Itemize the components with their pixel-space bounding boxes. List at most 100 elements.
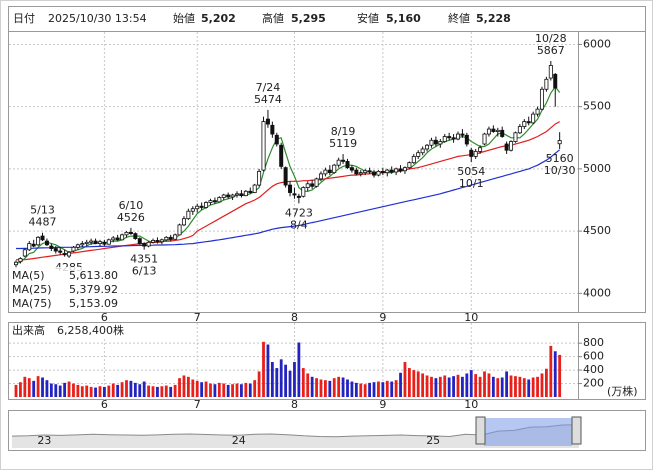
navigator-label: 25 bbox=[426, 434, 440, 447]
candle-body bbox=[93, 240, 98, 244]
candle-body bbox=[195, 205, 200, 210]
volume-bar bbox=[390, 381, 394, 397]
candle-body bbox=[288, 184, 293, 193]
volume-tick-label: 400 bbox=[583, 363, 604, 376]
candle-body bbox=[464, 134, 469, 145]
volume-bar bbox=[522, 378, 526, 397]
volume-bar bbox=[182, 375, 186, 397]
volume-bar bbox=[63, 382, 67, 397]
volume-bar bbox=[505, 371, 509, 397]
x-tick-label: 8 bbox=[291, 311, 298, 324]
candle-body bbox=[531, 113, 536, 124]
volume-tick-label: 200 bbox=[583, 377, 604, 390]
candle-body bbox=[221, 194, 226, 198]
quote-value: 2025/10/30 13:54 bbox=[48, 12, 147, 25]
volume-bar bbox=[222, 383, 226, 397]
navigator-handle[interactable] bbox=[571, 416, 582, 445]
volume-bar bbox=[45, 380, 49, 397]
candle-body bbox=[380, 170, 385, 174]
volume-bar bbox=[262, 341, 265, 397]
volume-bar bbox=[257, 371, 261, 397]
candle-body bbox=[164, 236, 169, 241]
annotation-value: 5474 bbox=[254, 93, 282, 106]
candle-body bbox=[44, 240, 49, 246]
annotation-date: 8/4 bbox=[290, 218, 308, 231]
ma-layer bbox=[15, 85, 561, 265]
candle-body bbox=[486, 128, 491, 135]
candle-body bbox=[13, 261, 18, 266]
candle-body bbox=[239, 193, 244, 197]
volume-bar bbox=[403, 362, 407, 397]
candle-body bbox=[115, 237, 120, 241]
volume-bar bbox=[478, 376, 482, 397]
candle-body bbox=[292, 193, 297, 196]
annotation-date: 10/1 bbox=[459, 177, 484, 190]
navigator-selection bbox=[484, 418, 572, 446]
volume-bar bbox=[270, 362, 274, 397]
candle-body bbox=[447, 136, 452, 139]
volume-bar bbox=[49, 383, 53, 397]
volume-bar bbox=[443, 375, 447, 397]
volume-bar bbox=[452, 376, 455, 397]
candle-body bbox=[482, 133, 487, 145]
candle-body bbox=[451, 137, 456, 140]
candle-body bbox=[513, 132, 518, 142]
volume-bar bbox=[487, 373, 491, 397]
volume-bar bbox=[248, 383, 252, 397]
volume-bar bbox=[315, 378, 318, 397]
navigator-label: 24 bbox=[232, 434, 246, 447]
candle-body bbox=[137, 238, 142, 244]
annotation-value: 4487 bbox=[29, 216, 57, 229]
candle-body bbox=[495, 129, 500, 132]
volume-title-box bbox=[9, 323, 131, 337]
annotation-date: 6/10 bbox=[119, 199, 144, 212]
volume-bar bbox=[142, 381, 146, 397]
volume-bar bbox=[67, 381, 71, 397]
candle-body bbox=[509, 141, 514, 151]
y-tick-label: 4000 bbox=[583, 286, 611, 299]
quote-value: 5,202 bbox=[201, 12, 236, 25]
candle-body bbox=[204, 202, 209, 208]
volume-bar bbox=[394, 380, 398, 397]
candle-body bbox=[111, 237, 116, 241]
navigator-handle[interactable] bbox=[475, 416, 486, 445]
volume-bar bbox=[359, 383, 363, 397]
volume-bar bbox=[217, 382, 221, 397]
volume-bar bbox=[332, 378, 336, 397]
candle-body bbox=[522, 121, 527, 127]
candle-body bbox=[433, 139, 438, 145]
annotation-date: 7/24 bbox=[256, 81, 281, 94]
volume-bar bbox=[549, 345, 553, 397]
volume-bar bbox=[125, 380, 128, 397]
candle-body bbox=[22, 249, 27, 257]
candle-body bbox=[58, 250, 63, 253]
navigator-area bbox=[12, 424, 579, 448]
candle-body bbox=[75, 244, 80, 248]
volume-bar bbox=[164, 385, 168, 397]
candle-body bbox=[318, 173, 323, 180]
volume-bar bbox=[310, 376, 314, 397]
legend-box bbox=[9, 267, 121, 311]
y-tick-label: 6000 bbox=[583, 37, 611, 50]
volume-bar bbox=[169, 386, 173, 397]
candle-body bbox=[385, 169, 390, 174]
annotation-date: 10/30 bbox=[544, 164, 576, 177]
volume-bar bbox=[14, 384, 18, 397]
x-tick-label: 6 bbox=[101, 311, 108, 324]
ma-line bbox=[16, 121, 560, 261]
volume-bar bbox=[111, 383, 115, 397]
candle-body bbox=[310, 183, 315, 187]
y-tick-label: 4500 bbox=[583, 224, 611, 237]
candle-body bbox=[535, 108, 540, 115]
volume-bar bbox=[430, 376, 433, 397]
volume-bar bbox=[279, 359, 283, 397]
x-tick-label: 7 bbox=[194, 311, 201, 324]
volume-bar bbox=[301, 368, 305, 397]
candle-body bbox=[226, 194, 231, 198]
volume-bar bbox=[266, 344, 270, 397]
volume-bar bbox=[275, 368, 279, 397]
volume-bar bbox=[253, 380, 257, 397]
quote-label: 日付 bbox=[13, 12, 35, 25]
volume-bar bbox=[103, 386, 106, 397]
